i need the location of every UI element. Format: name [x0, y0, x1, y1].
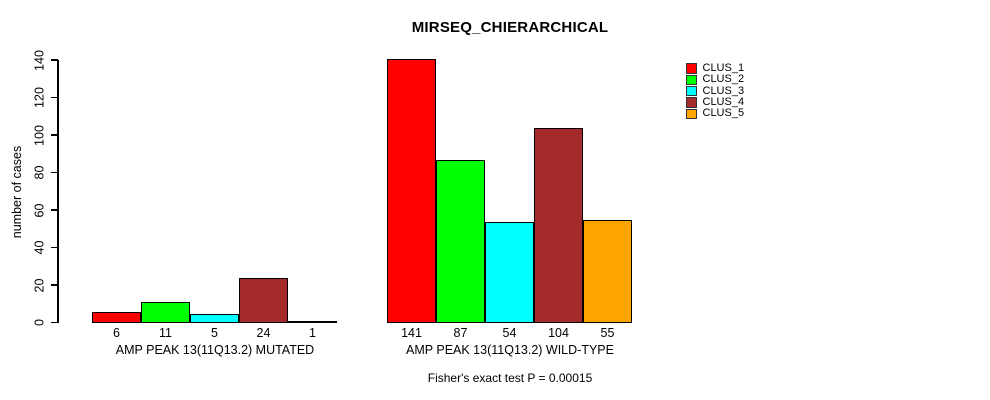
bar-value-label: 6	[113, 326, 120, 340]
bar-value-label: 11	[159, 326, 172, 340]
bar-group2-clus_4	[534, 127, 583, 323]
y-axis-tick	[50, 96, 58, 99]
y-axis-label: number of cases	[10, 145, 24, 238]
chart-title: MIRSEQ_CHIERARCHICAL	[411, 19, 609, 36]
bar-group1-clus_5	[288, 320, 337, 323]
bar-group1-clus_2	[141, 301, 190, 323]
bar-group1-clus_3	[190, 313, 239, 323]
bar-value-label: 141	[401, 326, 422, 340]
bar-group2-clus_1	[387, 58, 436, 323]
legend-label: CLUS_1	[702, 62, 745, 75]
legend: CLUS_1 CLUS_2 CLUS_3 CLUS_4 CLUS_5	[686, 63, 745, 120]
bar-group2-clus_3	[485, 221, 534, 323]
legend-item-clus_3: CLUS_3	[686, 84, 745, 97]
bar-value-label: 54	[502, 326, 517, 340]
y-axis-tick	[50, 59, 58, 61]
y-axis-tick-label: 0	[32, 319, 47, 326]
y-axis-tick	[50, 246, 58, 249]
legend-swatch-icon	[686, 85, 697, 97]
legend-label: CLUS_2	[702, 73, 745, 86]
group-label-wild-type: AMP PEAK 13(11Q13.2) WILD-TYPE	[406, 343, 614, 357]
y-axis-tick-label: 120	[32, 87, 47, 108]
legend-swatch-icon	[686, 108, 697, 120]
group-label-mutated: AMP PEAK 13(11Q13.2) MUTATED	[115, 343, 315, 357]
bar-value-label: 1	[309, 326, 316, 340]
y-axis-tick	[50, 321, 58, 324]
y-axis-tick-label: 20	[32, 278, 47, 292]
bar-value-label: 104	[548, 326, 569, 340]
legend-swatch-icon	[686, 63, 697, 74]
y-axis-tick-label: 80	[32, 165, 47, 180]
y-axis-tick-label: 40	[32, 240, 47, 255]
legend-item-clus_4: CLUS_4	[686, 97, 744, 108]
bar-group1-clus_1	[92, 311, 141, 323]
y-axis-tick	[50, 209, 58, 211]
legend-item-clus_1: CLUS_1	[686, 63, 744, 74]
y-axis-line	[57, 60, 59, 323]
legend-label: CLUS_5	[702, 107, 745, 120]
bar-group2-clus_5	[583, 219, 632, 323]
bar-group2-clus_2	[436, 159, 485, 323]
y-axis-tick-label: 140	[32, 49, 47, 71]
legend-label: CLUS_3	[702, 84, 745, 97]
y-axis-tick	[50, 134, 58, 136]
legend-item-clus_2: CLUS_2	[686, 73, 745, 86]
legend-swatch-icon	[686, 74, 697, 86]
bar-value-label: 87	[453, 326, 468, 340]
y-axis-tick	[50, 284, 58, 286]
y-axis-tick	[50, 171, 58, 174]
legend-swatch-icon	[686, 97, 697, 108]
bar-group1-clus_4	[239, 277, 288, 323]
y-axis-tick-label: 100	[32, 124, 47, 146]
bar-value-label: 55	[600, 326, 615, 340]
legend-label: CLUS_4	[702, 96, 745, 109]
bar-value-label: 24	[256, 326, 271, 340]
bar-value-label: 5	[211, 326, 218, 340]
y-axis-tick-label: 60	[32, 203, 47, 217]
footnote-fisher-test: Fisher's exact test P = 0.00015	[427, 371, 593, 385]
legend-item-clus_5: CLUS_5	[686, 107, 745, 120]
